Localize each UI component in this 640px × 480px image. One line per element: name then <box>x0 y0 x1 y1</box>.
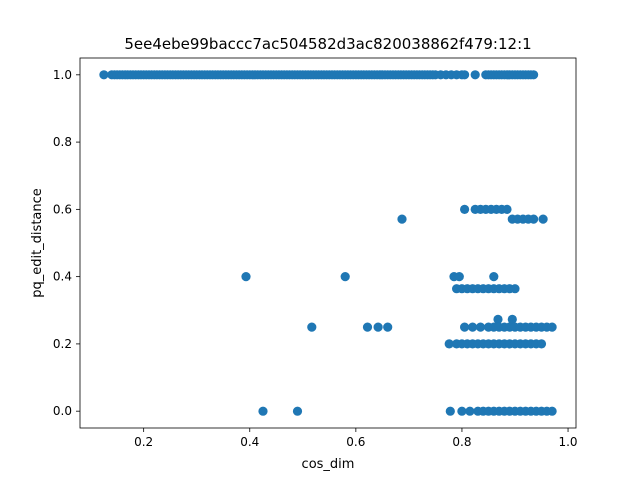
data-point <box>475 322 486 332</box>
plot-frame <box>79 57 577 429</box>
data-point <box>457 406 467 416</box>
data-point <box>397 214 407 224</box>
y-tick-label: 0.4 <box>53 270 72 284</box>
data-point <box>307 322 317 332</box>
x-axis-label: cos_dim <box>302 457 355 472</box>
data-point <box>362 322 373 332</box>
data-point <box>241 272 251 282</box>
x-axis-ticks: 0.2 0.4 0.6 0.8 1.0 <box>134 428 578 449</box>
data-point <box>536 339 547 349</box>
data-point <box>460 322 470 332</box>
data-point <box>383 322 393 332</box>
data-point <box>507 314 517 324</box>
data-point <box>493 314 503 324</box>
y-tick-label: 0.6 <box>53 202 72 216</box>
data-point <box>489 272 499 282</box>
x-tick-label: 0.4 <box>240 435 259 449</box>
data-point <box>444 339 454 349</box>
y-axis-ticks: 0.0 0.2 0.4 0.6 0.8 1.0 <box>53 68 80 418</box>
data-point <box>465 406 475 416</box>
data-point <box>468 322 478 332</box>
data-point <box>373 322 383 332</box>
data-point <box>510 284 520 294</box>
chart-title: 5ee4ebe99baccc7ac504582d3ac820038862f479… <box>124 35 531 53</box>
data-point <box>547 322 557 332</box>
x-tick-label: 0.8 <box>452 435 471 449</box>
y-tick-label: 1.0 <box>53 68 72 82</box>
data-point <box>547 406 557 416</box>
y-tick-label: 0.2 <box>53 337 72 351</box>
data-point <box>460 204 470 214</box>
data-point <box>340 272 350 282</box>
data-point <box>529 70 539 80</box>
x-tick-label: 1.0 <box>558 435 577 449</box>
data-point <box>292 406 303 416</box>
data-point <box>529 214 539 224</box>
y-tick-label: 0.8 <box>53 135 72 149</box>
data-point <box>460 70 470 80</box>
y-tick-label: 0.0 <box>53 404 72 418</box>
data-points <box>99 70 557 416</box>
data-point <box>445 406 455 416</box>
data-point <box>99 70 109 80</box>
y-axis-label: pq_edit_distance <box>30 188 45 298</box>
data-point <box>258 406 268 416</box>
data-point <box>538 214 548 224</box>
x-tick-label: 0.2 <box>134 435 153 449</box>
data-point <box>470 70 480 80</box>
x-tick-label: 0.6 <box>346 435 365 449</box>
data-point <box>502 204 512 214</box>
data-point <box>454 272 464 282</box>
